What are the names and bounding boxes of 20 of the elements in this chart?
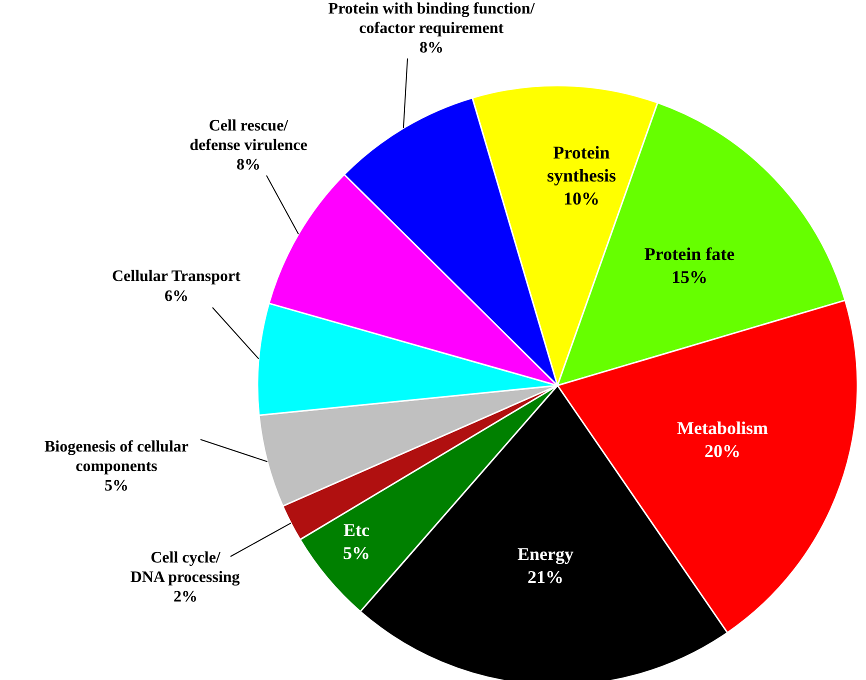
slice-label: Protein synthesis xyxy=(546,142,616,186)
data-label: 21% xyxy=(528,567,564,587)
data-label: 5% xyxy=(343,543,370,563)
slice-label: Cell rescue/ defense virulence xyxy=(190,117,308,154)
slice-label: Cell cycle/ DNA processing xyxy=(130,549,240,586)
slice-label: Biogenesis of cellular components xyxy=(44,438,188,475)
slice-label: Cellular Transport xyxy=(112,268,242,286)
data-label: 15% xyxy=(672,267,708,287)
data-label: 5% xyxy=(104,478,128,495)
slice-label: Etc xyxy=(344,520,370,540)
data-label: 2% xyxy=(174,588,198,606)
data-label: 6% xyxy=(164,288,188,305)
slice-label: Protein fate xyxy=(644,244,735,264)
data-label: 20% xyxy=(704,441,740,461)
slice-label: Protein with binding function/ cofactor requirement xyxy=(328,0,536,37)
slice-label: Metabolism xyxy=(677,418,768,438)
data-label: 10% xyxy=(564,188,600,208)
slice-label: Energy xyxy=(518,544,574,564)
data-label: 8% xyxy=(420,40,444,57)
data-label: 8% xyxy=(236,156,260,174)
